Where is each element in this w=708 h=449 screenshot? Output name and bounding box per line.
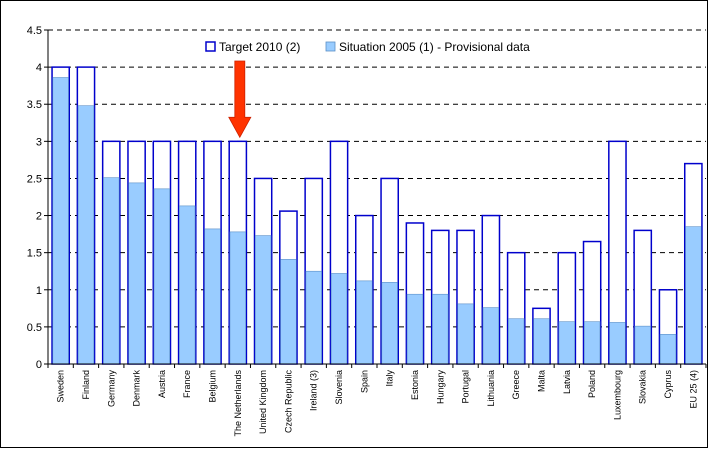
x-tick-label: United Kingdom: [258, 370, 268, 434]
x-tick-label: Czech Republic: [283, 370, 293, 434]
x-tick-label: Denmark: [132, 370, 142, 407]
situation-bar: [204, 228, 221, 365]
x-tick-label: Lithuania: [486, 370, 496, 407]
y-tick-label: 3: [36, 136, 42, 148]
situation-bar: [356, 280, 373, 365]
x-tick-label: Italy: [385, 370, 395, 387]
situation-bar: [381, 282, 398, 365]
situation-bar: [685, 226, 702, 365]
legend-label: Target 2010 (2): [219, 40, 300, 54]
x-tick-label: Greece: [511, 370, 521, 400]
axes: [44, 29, 707, 368]
x-tick-label: France: [182, 370, 192, 398]
x-tick-label: Malta: [537, 370, 547, 392]
x-tick-label: Slovakia: [638, 370, 648, 404]
y-tick-labels: 0 0.5 1 1.5 2 2.5 3 3.5 4 4.5: [27, 25, 42, 371]
situation-bar: [533, 318, 550, 365]
y-tick-label: 3.5: [27, 99, 42, 111]
x-tick-label: Belgium: [208, 370, 218, 403]
x-tick-label: Estonia: [410, 370, 420, 400]
x-tick-label: Poland: [587, 370, 597, 398]
y-tick-label: 0: [36, 359, 42, 371]
gridlines: [48, 29, 706, 328]
situation-bar: [128, 182, 145, 365]
situation-bar: [432, 293, 449, 365]
situation-bar: [229, 231, 246, 365]
y-tick-label: 1: [36, 285, 42, 297]
y-tick-label: 4.5: [27, 25, 42, 37]
situation-bar: [103, 177, 120, 365]
y-tick-label: 1.5: [27, 248, 42, 260]
legend-background: [197, 37, 575, 57]
y-tick-label: 0.5: [27, 322, 42, 334]
situation-bar: [583, 321, 601, 365]
situation-bar: [457, 303, 474, 365]
legend: Target 2010 (2) Situation 2005 (1) - Prov…: [197, 37, 575, 57]
situation-bar: [254, 235, 272, 365]
situation-bar: [634, 325, 651, 365]
x-tick-label: Ireland (3): [309, 370, 319, 411]
situation-bar: [330, 273, 348, 365]
x-tick-label: Spain: [359, 370, 369, 393]
situation-bar: [558, 321, 575, 365]
x-tick-label: Austria: [157, 370, 167, 398]
x-tick-label: Finland: [81, 370, 91, 400]
y-tick-label: 2: [36, 211, 42, 223]
x-tick-label: The Netherlands: [233, 370, 243, 437]
legend-swatch: [325, 41, 336, 52]
situation-bar: [52, 77, 69, 365]
situation-bar: [609, 322, 626, 365]
situation-bar: [153, 188, 171, 365]
situation-bar: [179, 205, 196, 365]
x-tick-label: Latvia: [562, 370, 572, 394]
x-tick-label: Portugal: [461, 370, 471, 404]
situation-bar: [77, 105, 95, 365]
legend-label: Situation 2005 (1) - Provisional data: [339, 40, 530, 54]
situation-bar: [659, 334, 677, 365]
x-tick-label: Hungary: [435, 370, 445, 405]
red-arrow-icon: [228, 60, 252, 139]
x-tick-label: Cyprus: [663, 370, 673, 399]
x-tick-label: Luxembourg: [612, 370, 622, 420]
situation-bar: [280, 259, 297, 365]
x-tick-labels: Sweden Finland Germany Denmark Austria France…: [56, 370, 699, 437]
highlight-arrow: [228, 60, 252, 139]
x-tick-label: EU 25 (4): [688, 370, 698, 409]
situation-bar: [508, 318, 525, 365]
y-tick-label: 4: [36, 62, 42, 74]
situation-bar: [406, 293, 424, 365]
situation-bar: [305, 270, 322, 365]
x-tick-label: Slovenia: [334, 370, 344, 405]
x-tick-label: Sweden: [56, 370, 66, 403]
legend-swatch: [205, 41, 216, 52]
x-tick-label: Germany: [106, 370, 116, 408]
situation-bar: [482, 307, 500, 365]
y-tick-label: 2.5: [27, 173, 42, 185]
